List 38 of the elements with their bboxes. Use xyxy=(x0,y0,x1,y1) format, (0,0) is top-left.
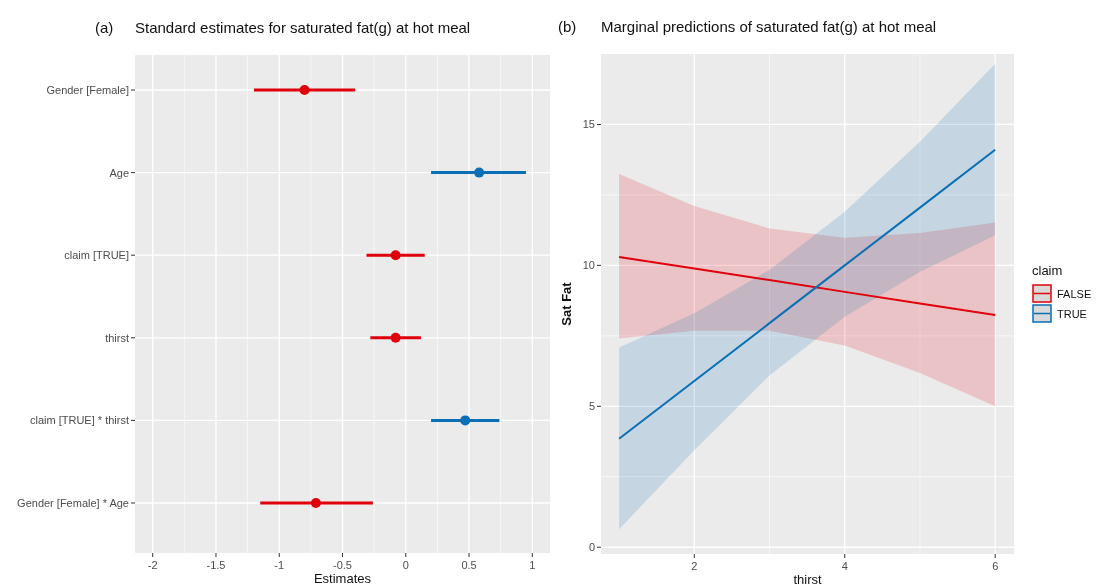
point xyxy=(460,415,471,426)
x-tick-label: -2 xyxy=(147,559,158,571)
legend-label: FALSE xyxy=(1057,288,1092,300)
point xyxy=(474,167,485,178)
x-tick-label: -1 xyxy=(274,559,285,571)
chart-title: Marginal predictions of saturated fat(g) at hot meal xyxy=(601,18,937,35)
x-axis-title: Estimates xyxy=(313,571,372,585)
legend-label: TRUE xyxy=(1057,308,1087,320)
y-tick-label: 0 xyxy=(588,541,595,554)
y-tick-label: claim [TRUE] * thirst xyxy=(29,414,129,427)
point xyxy=(390,332,401,343)
y-tick-label: Gender [Female] xyxy=(46,84,129,96)
line-series xyxy=(618,255,997,316)
y-tick-label: 5 xyxy=(588,400,595,413)
y-tick-label: 15 xyxy=(582,118,595,131)
x-tick-label: -0.5 xyxy=(333,559,352,571)
y-tick-label: 10 xyxy=(582,259,595,272)
x-tick-label: 1 xyxy=(529,559,536,571)
point xyxy=(310,498,321,508)
y-tick-label: Age xyxy=(109,166,129,179)
point xyxy=(299,85,310,95)
x-tick-label: 4 xyxy=(841,560,848,572)
x-tick-label: 0 xyxy=(402,559,409,571)
y-tick-label: claim [TRUE] xyxy=(64,249,129,262)
line-series xyxy=(618,148,997,440)
x-axis-title: thirst xyxy=(793,572,822,585)
y-tick-label: thirst xyxy=(105,331,129,344)
x-tick-label: 2 xyxy=(691,560,698,572)
x-tick-label: -1.5 xyxy=(206,559,226,571)
x-tick-label: 0.5 xyxy=(461,559,477,571)
text: (a) xyxy=(95,19,114,36)
text: (b) xyxy=(558,18,577,35)
point xyxy=(390,250,401,261)
y-tick-label: Gender [Female] * Age xyxy=(17,497,129,509)
chart-title: Standard estimates for saturated fat(g) at hot meal xyxy=(135,19,471,36)
x-tick-label: 6 xyxy=(992,560,999,572)
legend-title: claim xyxy=(1032,263,1063,278)
y-axis-title: Sat Fat xyxy=(559,281,574,326)
